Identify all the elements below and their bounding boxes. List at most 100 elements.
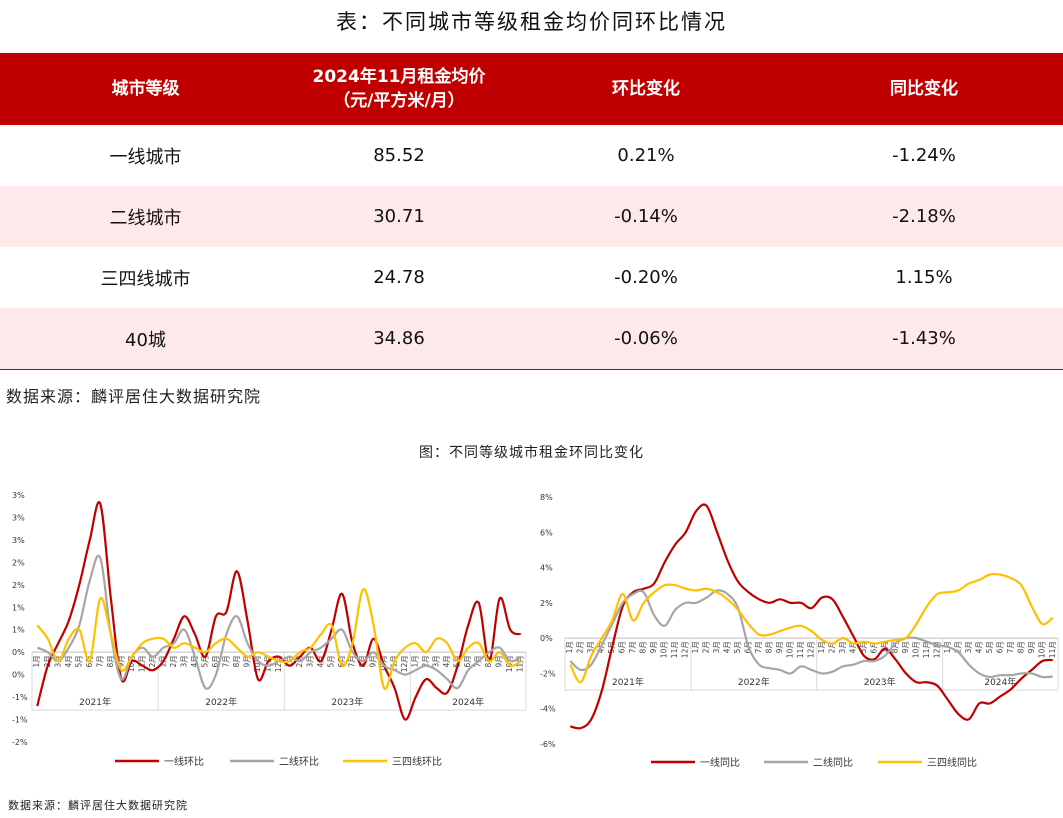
y-tick-label: -2% <box>12 738 28 747</box>
y-tick-label: -6% <box>540 740 556 749</box>
x-tick-label: 5月 <box>200 655 209 667</box>
x-tick-label: 5月 <box>74 655 83 667</box>
year-label: 2022年 <box>738 676 770 688</box>
x-tick-label: 9月 <box>901 641 910 653</box>
series-line <box>36 588 522 691</box>
x-tick-label: 12月 <box>148 655 157 672</box>
x-tick-label: 7月 <box>628 641 637 653</box>
x-tick-label: 3月 <box>964 641 973 653</box>
year-label: 2023年 <box>864 676 896 688</box>
x-tick-label: 8月 <box>1016 641 1025 653</box>
x-tick-label: 2月 <box>43 655 52 667</box>
source-note-top: 数据来源：麟评居住大数据研究院 <box>6 387 262 406</box>
header-yoy: 同比变化 <box>785 53 1063 125</box>
x-tick-label: 12月 <box>400 655 409 672</box>
x-tick-label: 2月 <box>953 641 962 653</box>
legend-label: 二线同比 <box>813 756 853 769</box>
x-tick-label: 7月 <box>880 641 889 653</box>
x-tick-label: 3月 <box>712 641 721 653</box>
x-tick-label: 1月 <box>411 655 420 667</box>
x-tick-label: 1月 <box>565 641 574 653</box>
x-tick-label: 12月 <box>681 641 690 658</box>
x-tick-label: 4月 <box>64 655 73 667</box>
cell-yoy: -1.24% <box>892 145 956 166</box>
year-label: 2021年 <box>612 676 644 688</box>
x-tick-label: 5月 <box>733 641 742 653</box>
x-tick-label: 9月 <box>116 655 125 667</box>
cell-tier: 三四线城市 <box>100 268 191 290</box>
x-tick-label: 5月 <box>985 641 994 653</box>
x-tick-label: 10月 <box>1037 641 1046 658</box>
x-tick-label: 3月 <box>306 655 315 667</box>
x-tick-label: 3月 <box>838 641 847 653</box>
x-tick-label: 11月 <box>137 655 146 672</box>
x-tick-label: 8月 <box>106 655 115 667</box>
x-tick-label: 3月 <box>432 655 441 667</box>
x-tick-label: 11月 <box>922 641 931 658</box>
legend-label: 三四线同比 <box>927 756 977 769</box>
rent-table: 城市等级 2024年11月租金均价 （元/平方米/月） 环比变化 同比变化 一线… <box>0 53 1063 370</box>
x-tick-label: 10月 <box>911 641 920 658</box>
y-tick-label: 4% <box>540 564 553 573</box>
y-tick-label: 0% <box>12 671 25 680</box>
y-tick-label: 0% <box>540 634 553 643</box>
cell-price: 34.86 <box>291 308 507 370</box>
x-tick-label: 1月 <box>32 655 41 667</box>
series-line <box>569 572 1054 684</box>
source-note-bottom: 数据来源：麟评居住大数据研究院 <box>8 799 188 812</box>
x-tick-label: 2月 <box>702 641 711 653</box>
cell-yoy: 1.15% <box>895 267 953 288</box>
y-tick-label: -2% <box>540 669 556 678</box>
x-tick-label: 9月 <box>495 655 504 667</box>
yoy-chart: -6%-4%-2%0%2%4%6%8%1月 2月 3月 4月 5月 6月 7月 8月 9月 10月… <box>540 493 1059 769</box>
cell-price: 24.78 <box>373 267 425 288</box>
x-tick-label: 12月 <box>274 655 283 672</box>
x-tick-label: 10月 <box>786 641 795 658</box>
x-tick-label: 11月 <box>670 641 679 658</box>
x-tick-label: 6月 <box>869 641 878 653</box>
legend-label: 一线同比 <box>700 756 740 769</box>
cell-mom: -0.20% <box>614 267 678 288</box>
x-tick-label: 11月 <box>1048 641 1057 658</box>
cell-mom: -0.14% <box>507 186 785 247</box>
x-tick-label: 9月 <box>649 641 658 653</box>
x-tick-label: 6月 <box>618 641 627 653</box>
table-row: 一线城市 85.52 0.21% -1.24% <box>0 125 1063 186</box>
y-tick-label: 1% <box>12 626 25 635</box>
x-tick-label: 3月 <box>179 655 188 667</box>
legend-label: 三四线环比 <box>392 755 442 768</box>
x-tick-label: 7月 <box>348 655 357 667</box>
x-tick-label: 4月 <box>848 641 857 653</box>
table-row: 二线城市 30.71 -0.14% -2.18% <box>0 186 1063 247</box>
cell-tier: 40城 <box>0 308 291 370</box>
x-tick-label: 6月 <box>337 655 346 667</box>
y-tick-label: -4% <box>540 705 556 714</box>
x-tick-label: 10月 <box>660 641 669 658</box>
x-tick-label: 12月 <box>807 641 816 658</box>
x-tick-label: 4月 <box>974 641 983 653</box>
year-label: 2023年 <box>331 696 363 708</box>
x-tick-label: 11月 <box>796 641 805 658</box>
y-tick-label: 3% <box>12 536 25 545</box>
x-tick-label: 9月 <box>1027 641 1036 653</box>
year-label: 2021年 <box>79 696 111 708</box>
y-tick-label: 2% <box>12 581 25 590</box>
x-tick-label: 10月 <box>253 655 262 672</box>
y-tick-label: -1% <box>12 716 28 725</box>
x-tick-label: 7月 <box>1006 641 1015 653</box>
x-tick-label: 5月 <box>327 655 336 667</box>
year-label: 2024年 <box>452 696 484 708</box>
header-price-line1: 2024年11月租金均价 <box>312 67 486 87</box>
x-tick-label: 10月 <box>505 655 514 672</box>
table-row: 40城 34.86 -0.06% -1.43% <box>0 308 1063 370</box>
x-tick-label: 2月 <box>169 655 178 667</box>
x-tick-label: 9月 <box>369 655 378 667</box>
y-tick-label: 8% <box>540 493 553 502</box>
x-tick-label: 11月 <box>516 655 525 672</box>
x-tick-label: 8月 <box>765 641 774 653</box>
x-tick-label: 1月 <box>817 641 826 653</box>
year-label: 2024年 <box>984 676 1016 688</box>
mom-chart: -2%-1%-1%0%0%1%1%2%2%3%3%3%1月 2月 3月 4月 5月 6月 7… <box>12 491 527 768</box>
y-tick-label: 3% <box>12 491 25 500</box>
legend-label: 一线环比 <box>164 755 204 768</box>
